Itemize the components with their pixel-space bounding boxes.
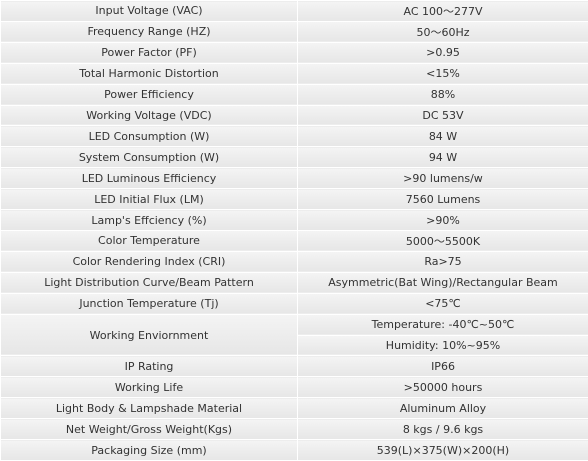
spec-label: Input Voltage (VAC) [0,0,298,22]
spec-value: 84 W [297,125,588,148]
spec-label: Color Temperature [0,229,298,252]
spec-value: >90% [297,209,588,231]
spec-label: LED Initial Flux (LM) [0,188,298,211]
spec-value: >50000 hours [297,376,588,399]
spec-row: LED Consumption (W) 84 W [0,125,588,148]
spec-label: Color Rendering Index (CRI) [0,250,298,273]
spec-label: LED Luminous Efficiency [0,167,298,190]
spec-value: 5000～5500K [297,229,588,252]
spec-row: Input Voltage (VAC) AC 100～277V [0,0,588,22]
spec-label: Frequency Range (HZ) [0,20,298,43]
spec-label: Net Weight/Gross Weight(Kgs) [0,418,298,441]
spec-value: >0.95 [297,41,588,64]
spec-value: Ra>75 [297,250,588,273]
spec-label: Power Factor (PF) [0,41,298,64]
spec-row: Power Efficiency 88% [0,83,588,106]
spec-label: Working Enviornment [0,313,298,357]
spec-label: Light Body & Lampshade Material [0,397,298,420]
spec-value: Asymmetric(Bat Wing)/Rectangular Beam [297,271,588,294]
spec-row: IP Rating IP66 [0,355,588,378]
spec-value: 7560 Lumens [297,188,588,211]
spec-value: <15% [297,62,588,85]
spec-label: LED Consumption (W) [0,125,298,148]
spec-row: Packaging Size (mm) 539(L)×375(W)×200(H) [0,439,588,461]
spec-row: Humidity: 10%~95% [1,334,588,357]
spec-row: Working Life >50000 hours [0,376,588,399]
spec-row: Power Factor (PF) >0.95 [0,41,588,64]
spec-value: DC 53V [297,104,588,127]
spec-row: Total Harmonic Distortion <15% [0,62,588,85]
spec-row: LED Initial Flux (LM) 7560 Lumens [0,188,588,211]
spec-row: Light Body & Lampshade Material Aluminum … [0,397,588,420]
spec-label: Power Efficiency [0,83,298,106]
spec-value: IP66 [297,355,588,378]
spec-label: Working Voltage (VDC) [0,104,298,127]
spec-label: IP Rating [0,355,298,378]
spec-value: Aluminum Alloy [297,397,588,420]
spec-value: Humidity: 10%~95% [297,334,588,357]
spec-row: Color Temperature 5000～5500K [0,229,588,252]
spec-row: Lamp's Effciency (%) >90% [0,209,588,231]
spec-value: AC 100～277V [297,0,588,22]
spec-row: LED Luminous Efficiency >90 lumens/w [0,167,588,190]
spec-row: Color Rendering Index (CRI) Ra>75 [0,250,588,273]
spec-value: Temperature: -40℃~50℃ [297,313,588,336]
spec-value: 94 W [297,146,588,169]
spec-label: Working Life [0,376,298,399]
spec-value: <75℃ [297,292,588,315]
spec-label: Packaging Size (mm) [0,439,298,461]
spec-value: 8 kgs / 9.6 kgs [297,418,588,441]
spec-value: 539(L)×375(W)×200(H) [297,439,588,461]
spec-value: >90 lumens/w [297,167,588,190]
spec-row: Frequency Range (HZ) 50～60Hz [0,20,588,43]
spec-value: 88% [297,83,588,106]
spec-row: Light Distribution Curve/Beam Pattern Asy… [0,271,588,294]
spec-label: Junction Temperature (Tj) [0,292,298,315]
spec-row: Net Weight/Gross Weight(Kgs) 8 kgs / 9.6 … [0,418,588,441]
spec-label: Lamp's Effciency (%) [0,209,298,231]
spec-label: Light Distribution Curve/Beam Pattern [0,271,298,294]
spec-row: Working Enviornment Temperature: -40℃~50℃ [0,313,588,357]
spec-row: Working Voltage (VDC) DC 53V [0,104,588,127]
spec-label: System Consumption (W) [0,146,298,169]
spec-row: System Consumption (W) 94 W [0,146,588,169]
spec-value: 50～60Hz [297,20,588,43]
spec-label: Total Harmonic Distortion [0,62,298,85]
spec-row: Junction Temperature (Tj) <75℃ [0,292,588,315]
